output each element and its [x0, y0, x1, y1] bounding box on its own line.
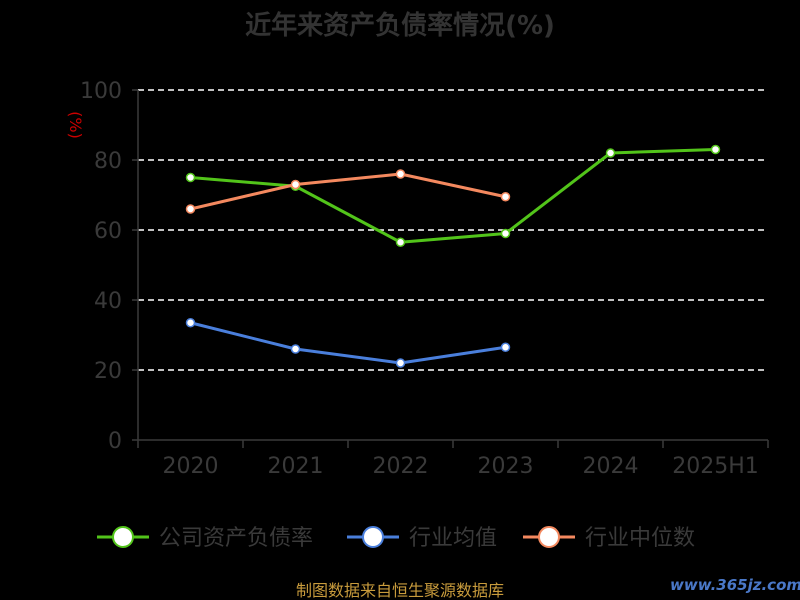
point-0-2025H1: [710, 144, 721, 155]
legend-label-2: 行业中位数: [585, 526, 695, 551]
legend-item-1: 行业均值: [347, 526, 497, 551]
legend-marker-1: [362, 526, 384, 548]
series-line-2: [190, 172, 506, 211]
legend-label-0: 公司资产负债率: [159, 526, 313, 551]
chart-title: 近年来资产负债率情况(%): [245, 10, 555, 41]
point-1-2021: [290, 344, 301, 354]
legend-marker-2: [538, 526, 560, 548]
legend-marker-0: [112, 526, 134, 548]
point-0-2022: [395, 237, 406, 247]
y-tick-20: 20: [94, 359, 122, 384]
legend-item-0: 公司资产负债率: [97, 526, 313, 551]
point-0-2023: [500, 228, 511, 239]
x-tick-2020: 2020: [163, 454, 219, 479]
watermark: www.365jz.com: [670, 576, 800, 594]
y-tick-80: 80: [94, 149, 122, 174]
source-footer: 制图数据来自恒生聚源数据库: [296, 581, 504, 600]
legend-label-1: 行业均值: [409, 526, 497, 551]
series-1: [185, 318, 511, 368]
y-axis-label: (%): [66, 111, 85, 139]
point-1-2020: [185, 318, 196, 328]
point-0-2020: [185, 172, 196, 183]
y-tick-0: 0: [108, 429, 122, 454]
y-tick-40: 40: [94, 289, 122, 314]
series-2: [185, 169, 511, 214]
point-2-2023: [500, 192, 511, 202]
point-1-2022: [395, 358, 406, 368]
point-2-2021: [290, 179, 301, 190]
y-tick-100: 100: [80, 79, 122, 104]
series-line-0: [190, 148, 716, 244]
point-0-2024: [605, 148, 616, 158]
point-2-2022: [395, 169, 406, 179]
x-tick-2021: 2021: [268, 454, 324, 479]
x-tick-2023: 2023: [478, 454, 534, 479]
series-lines: [185, 144, 721, 368]
legend: 公司资产负债率 行业均值 行业中位数: [97, 526, 695, 551]
x-tick-2024: 2024: [583, 454, 639, 479]
point-2-2020: [185, 204, 196, 214]
grid-lines: [138, 89, 768, 371]
series-line-1: [190, 321, 506, 365]
legend-item-2: 行业中位数: [523, 526, 695, 551]
point-1-2023: [500, 342, 511, 352]
axes: 0 20 40 60 80 100 2020 2021 2022 2023 2024 2025H1: [80, 79, 769, 479]
x-tick-2025H1: 2025H1: [672, 454, 759, 479]
x-tick-2022: 2022: [373, 454, 429, 479]
y-tick-60: 60: [94, 219, 122, 244]
